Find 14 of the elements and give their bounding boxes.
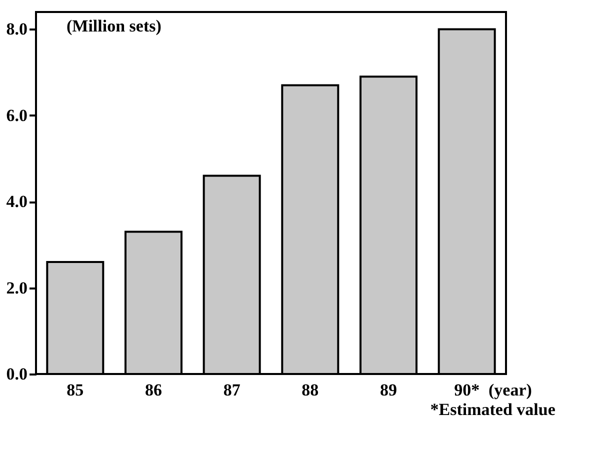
x-tick-label: 88 bbox=[302, 380, 319, 400]
y-tick-label: 2.0 bbox=[6, 278, 28, 298]
y-tick-label: 8.0 bbox=[6, 20, 28, 39]
x-tick-label: 89 bbox=[380, 380, 397, 400]
text: *Estimated value bbox=[430, 400, 556, 419]
x-axis-title: (year) bbox=[488, 380, 532, 400]
y-tick-label: 0.0 bbox=[6, 364, 28, 384]
y-tick-label: 6.0 bbox=[6, 106, 28, 125]
x-tick-label: 87 bbox=[223, 380, 241, 400]
x-tick-label: 90* bbox=[454, 380, 480, 400]
x-tick-label: 85 bbox=[66, 380, 84, 400]
y-tick-label: 4.0 bbox=[6, 192, 28, 212]
x-tick-label: 86 bbox=[145, 380, 162, 400]
y-axis-title: (Million sets) bbox=[66, 16, 162, 36]
